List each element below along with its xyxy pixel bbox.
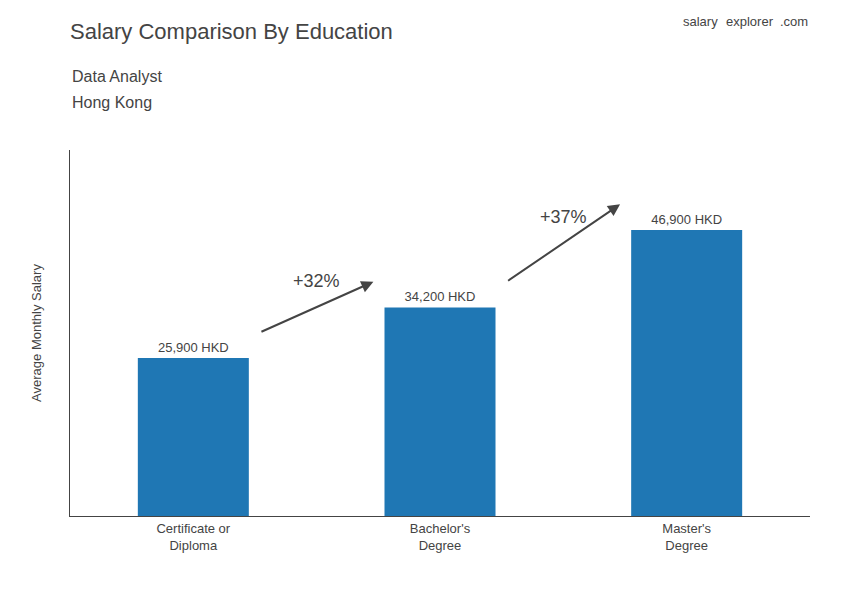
svg-text:Average Monthly Salary: Average Monthly Salary: [29, 264, 44, 402]
svg-text:Data Analyst: Data Analyst: [72, 68, 162, 85]
svg-text:+37%: +37%: [540, 207, 587, 227]
svg-text:46,900 HKD: 46,900 HKD: [651, 212, 722, 227]
svg-text:25,900 HKD: 25,900 HKD: [158, 340, 229, 355]
svg-text:Certificate orDiploma: Certificate orDiploma: [156, 521, 230, 553]
svg-text:Master'sDegree: Master'sDegree: [662, 521, 711, 553]
svg-text:salary: salary: [683, 14, 718, 29]
svg-text:explorer: explorer: [726, 14, 774, 29]
svg-text:.com: .com: [780, 14, 808, 29]
svg-text:Salary Comparison By Education: Salary Comparison By Education: [70, 19, 393, 44]
svg-text:+32%: +32%: [293, 271, 340, 291]
svg-text:Hong Kong: Hong Kong: [72, 94, 152, 111]
svg-text:34,200 HKD: 34,200 HKD: [405, 289, 476, 304]
svg-text:Bachelor'sDegree: Bachelor'sDegree: [410, 521, 471, 553]
